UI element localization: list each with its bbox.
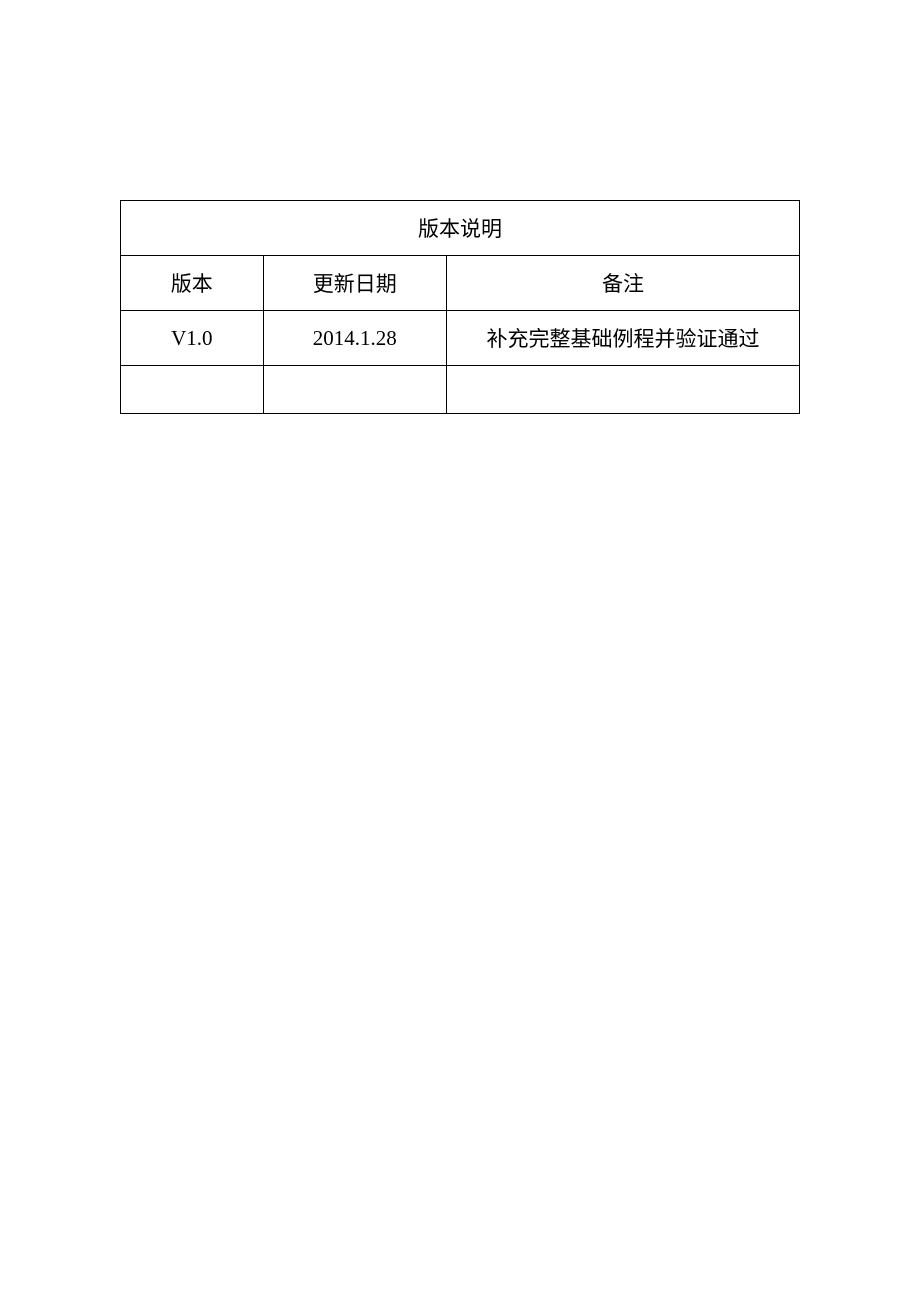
- header-notes: 备注: [446, 256, 799, 311]
- cell-date: 2014.1.28: [263, 311, 446, 366]
- table-row: V1.0 2014.1.28 补充完整基础例程并验证通过: [121, 311, 800, 366]
- header-version: 版本: [121, 256, 264, 311]
- table-title: 版本说明: [121, 201, 800, 256]
- table-header-row: 版本 更新日期 备注: [121, 256, 800, 311]
- cell-date: [263, 366, 446, 414]
- cell-notes: 补充完整基础例程并验证通过: [446, 311, 799, 366]
- page-container: 版本说明 版本 更新日期 备注 V1.0 2014.1.28 补充完整基础例程并…: [0, 0, 920, 414]
- cell-notes: [446, 366, 799, 414]
- header-date: 更新日期: [263, 256, 446, 311]
- version-table: 版本说明 版本 更新日期 备注 V1.0 2014.1.28 补充完整基础例程并…: [120, 200, 800, 414]
- table-row: [121, 366, 800, 414]
- cell-version: [121, 366, 264, 414]
- cell-version: V1.0: [121, 311, 264, 366]
- table-title-row: 版本说明: [121, 201, 800, 256]
